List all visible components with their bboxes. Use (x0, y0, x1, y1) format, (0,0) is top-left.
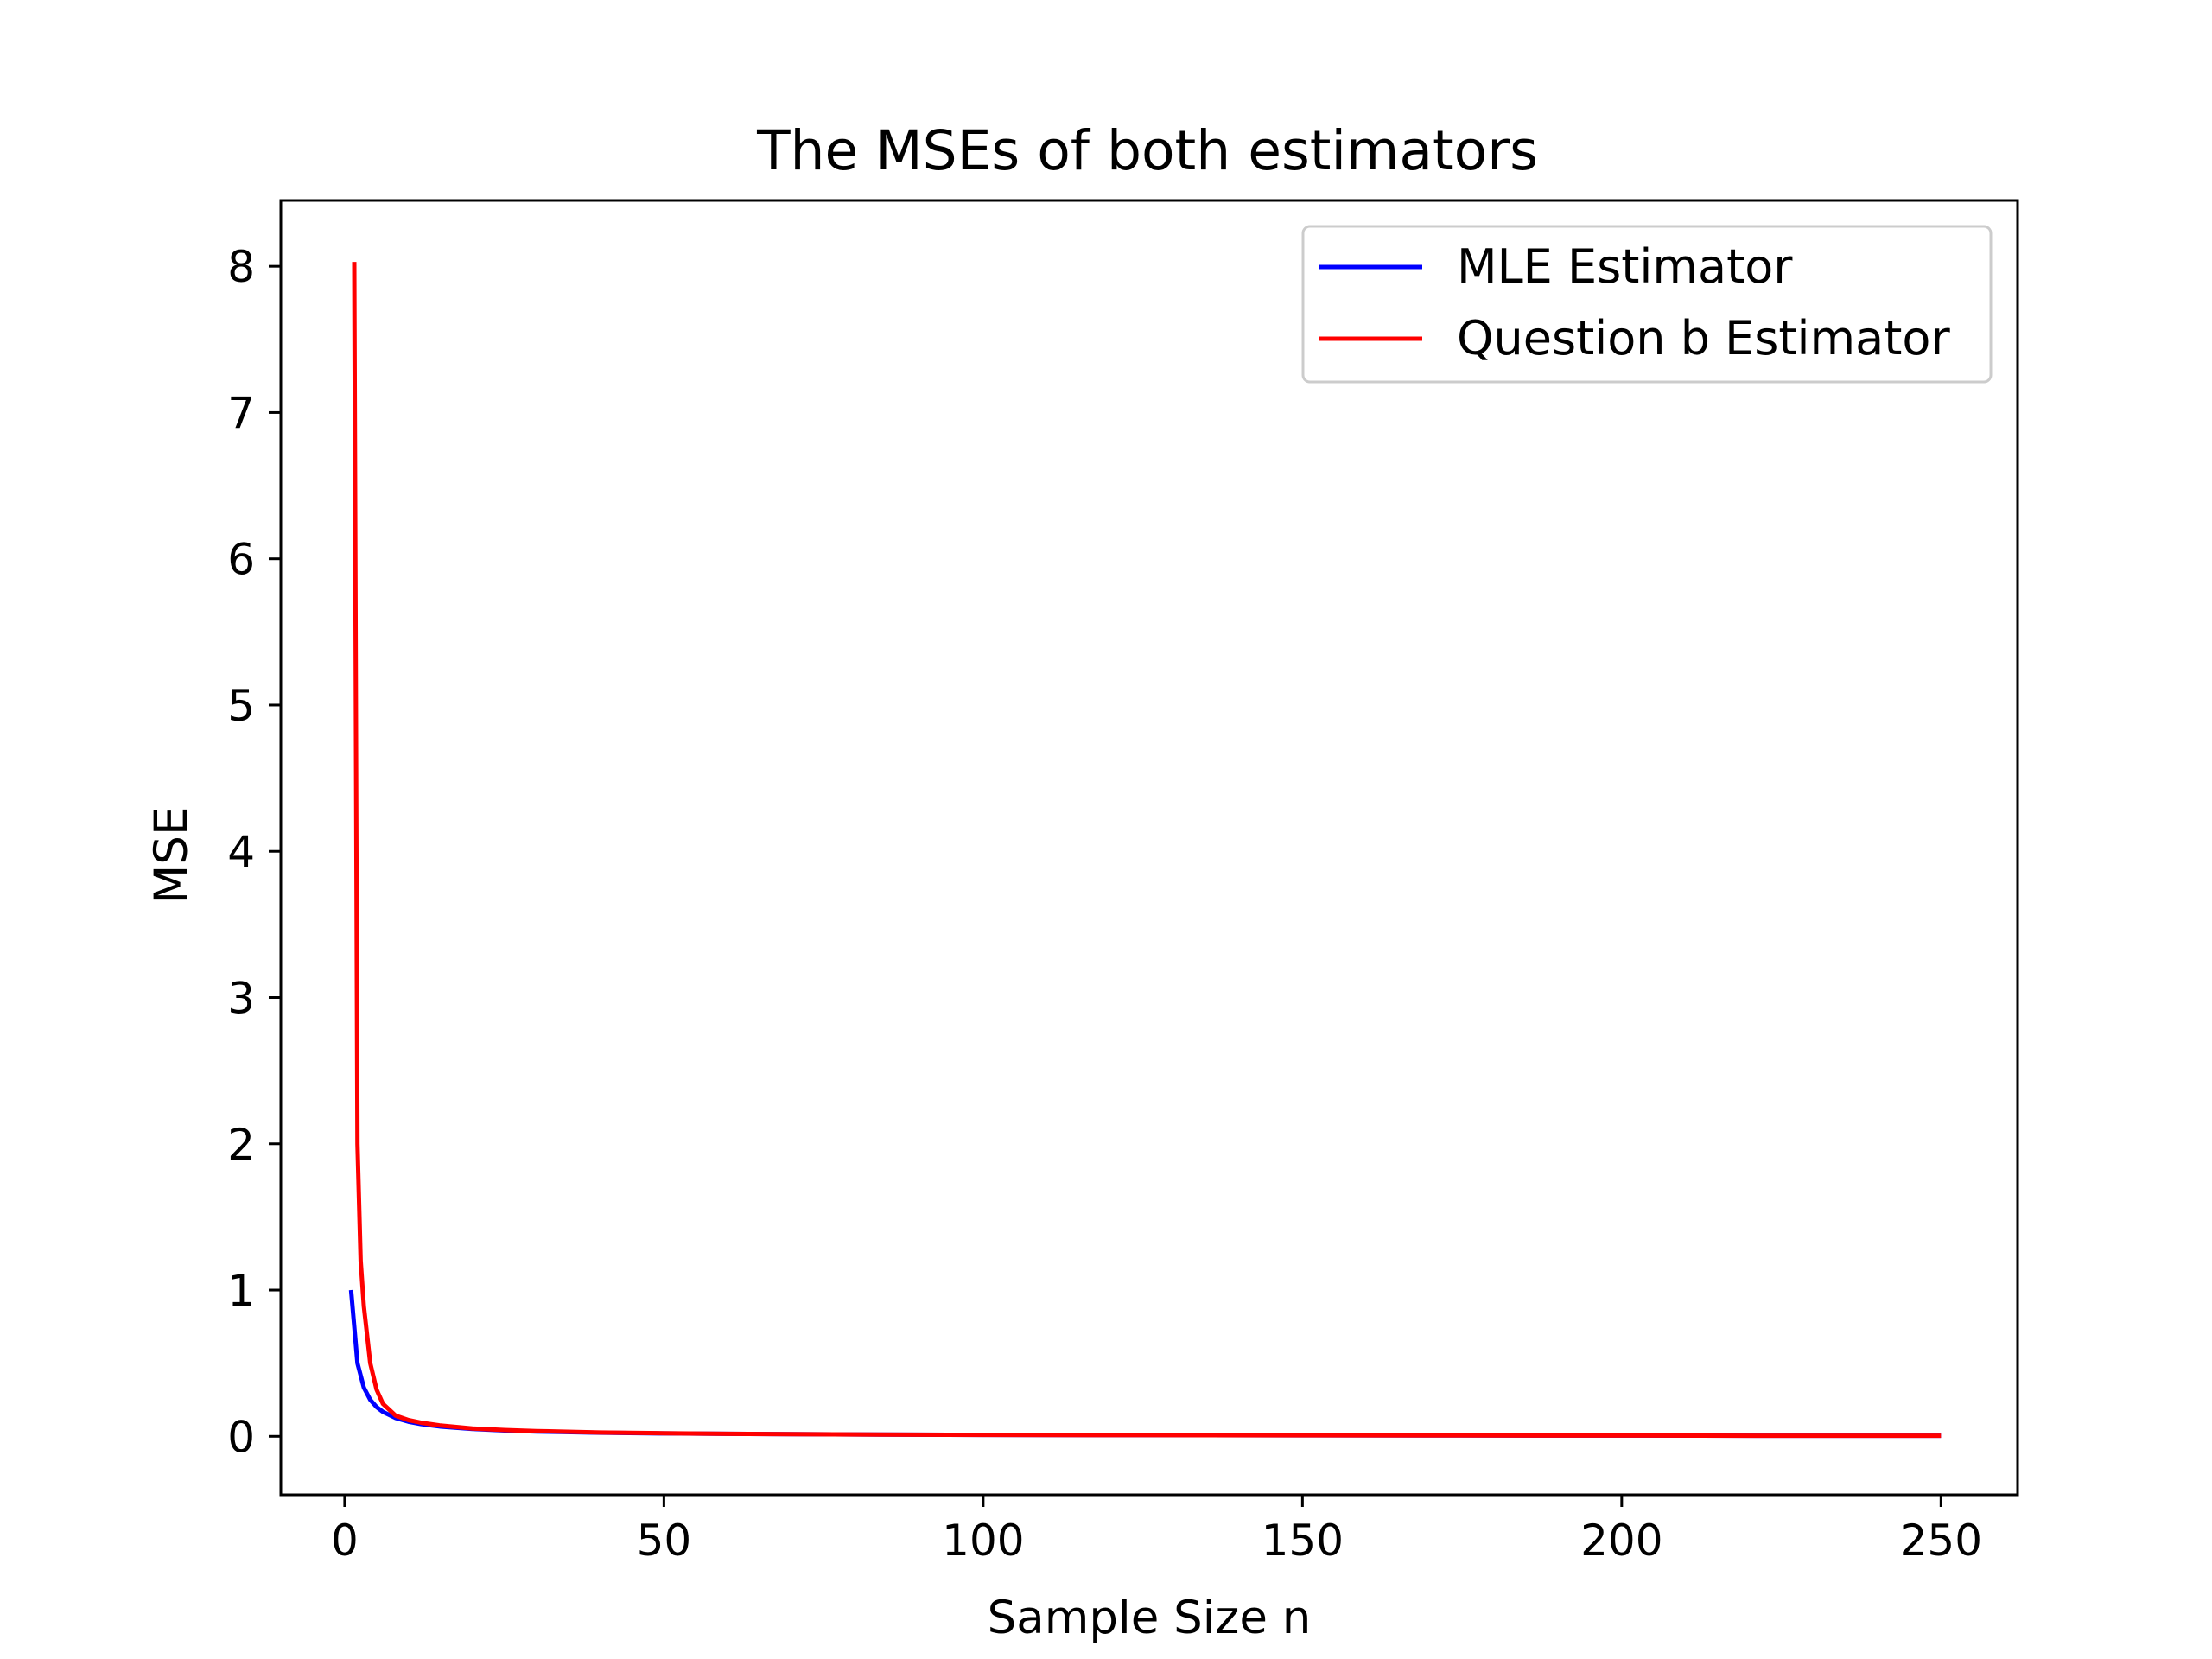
x-axis-label: Sample Size n (988, 1592, 1312, 1644)
series-layer (348, 262, 1942, 1439)
legend: MLE Estimator Question b Estimator (1301, 225, 1993, 384)
series-line-2 (352, 262, 1942, 1439)
y-tick-label: 6 (227, 535, 255, 585)
chart-title: The MSEs of both estimators (756, 119, 1538, 182)
x-tick-label: 50 (637, 1516, 692, 1566)
y-tick-label: 0 (227, 1412, 255, 1462)
x-tick-label: 250 (1900, 1516, 1982, 1566)
y-axis: 0 1 2 3 4 5 6 7 8 (227, 242, 281, 1462)
legend-label-2: Question b Estimator (1457, 311, 1950, 365)
legend-label-1: MLE Estimator (1457, 239, 1793, 294)
y-tick-label: 4 (227, 827, 255, 877)
x-axis: 0 50 100 150 200 250 (331, 1495, 1982, 1566)
x-tick-label: 0 (331, 1516, 359, 1566)
x-tick-label: 100 (942, 1516, 1024, 1566)
legend-box (1301, 225, 1993, 384)
y-tick-label: 5 (227, 681, 255, 731)
y-tick-label: 1 (227, 1266, 255, 1316)
y-tick-label: 2 (227, 1120, 255, 1170)
x-tick-label: 200 (1580, 1516, 1662, 1566)
y-axis-label: MSE (145, 807, 198, 905)
y-tick-label: 8 (227, 242, 255, 292)
plot-area-frame (279, 199, 2019, 1497)
x-tick-label: 150 (1262, 1516, 1344, 1566)
y-tick-label: 3 (227, 973, 255, 1023)
y-tick-label: 7 (227, 388, 255, 438)
